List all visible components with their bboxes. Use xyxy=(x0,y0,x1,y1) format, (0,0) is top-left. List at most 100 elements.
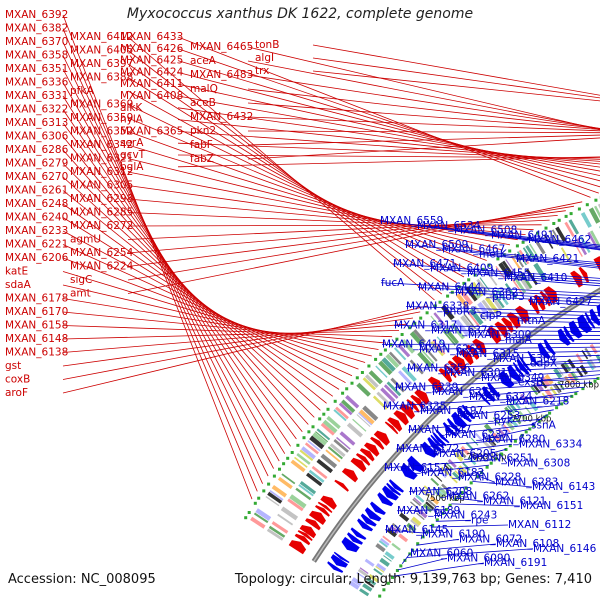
forward-leader-line xyxy=(62,28,258,492)
feature-block xyxy=(421,487,431,496)
feature-block xyxy=(299,481,317,495)
forward-gene-label: coxB xyxy=(5,374,30,386)
feature-block xyxy=(410,501,419,509)
forward-leader-line xyxy=(62,311,386,344)
marker-dot xyxy=(431,523,435,527)
feature-block xyxy=(552,384,561,394)
gene-arrow xyxy=(472,338,487,355)
feature-block xyxy=(483,423,494,434)
reverse-gene-label: metK xyxy=(479,248,508,260)
forward-leader-line xyxy=(177,119,600,165)
forward-gene-label: MXAN_6270 xyxy=(5,171,68,183)
marker-dot xyxy=(296,443,300,447)
reverse-gene-label: MXAN_6151 xyxy=(520,500,583,512)
forward-leader-line xyxy=(127,219,550,240)
feature-block xyxy=(378,360,393,376)
reverse-gene-label: MXAN_6143 xyxy=(532,481,595,493)
marker-dot xyxy=(257,496,261,500)
feature-block xyxy=(315,431,329,443)
forward-leader-line xyxy=(62,203,334,397)
marker-dot xyxy=(448,503,452,507)
feature-block xyxy=(380,387,396,403)
marker-dot xyxy=(596,377,600,380)
marker-dot xyxy=(502,253,506,257)
feature-block xyxy=(364,580,375,588)
forward-gene-label: MXAN_6206 xyxy=(5,252,69,264)
feature-block xyxy=(474,305,487,322)
marker-dot xyxy=(480,471,483,475)
feature-block xyxy=(309,435,325,450)
feature-block xyxy=(468,284,481,300)
forward-gene-label: MXAN_6298 xyxy=(70,193,133,205)
feature-block xyxy=(265,496,280,507)
feature-block xyxy=(579,236,591,253)
reverse-gene-label: MXAN_6208 xyxy=(409,486,472,498)
feature-block xyxy=(359,588,370,597)
feature-block xyxy=(364,558,375,567)
gene-arrow xyxy=(334,479,349,492)
marker-dot xyxy=(473,273,477,277)
feature-block xyxy=(507,405,515,414)
gene-arrow xyxy=(370,436,385,450)
feature-block xyxy=(376,563,387,572)
gene-arrow xyxy=(516,358,530,375)
forward-leader-line xyxy=(62,41,263,484)
feature-block xyxy=(467,456,477,466)
feature-block xyxy=(268,525,286,538)
marker-dot xyxy=(444,508,448,511)
feature-block xyxy=(570,371,578,382)
feature-block xyxy=(289,494,307,509)
feature-block xyxy=(452,471,462,481)
feature-block xyxy=(509,417,519,428)
marker-dot xyxy=(379,352,383,356)
feature-block xyxy=(390,377,406,393)
feature-block xyxy=(294,456,308,468)
feature-block xyxy=(398,370,413,386)
feature-block xyxy=(530,385,539,396)
feature-block xyxy=(358,412,373,426)
feature-block xyxy=(483,441,493,451)
gene-arrow xyxy=(407,455,425,473)
forward-leader-line xyxy=(62,257,359,370)
marker-dot xyxy=(244,516,248,520)
feature-block xyxy=(389,525,400,534)
gene-arrow xyxy=(384,421,399,435)
feature-block xyxy=(362,377,377,391)
forward-leader-line xyxy=(62,14,253,500)
forward-gene-label: algI xyxy=(255,52,274,64)
forward-leader-line xyxy=(62,95,286,454)
reverse-leader-line xyxy=(457,470,484,478)
feature-block xyxy=(269,490,284,501)
gene-arrow xyxy=(596,304,600,317)
forward-leader-line xyxy=(62,55,269,477)
gene-arrow xyxy=(294,533,311,546)
forward-gene-label: MXAN_6352 xyxy=(70,126,133,138)
forward-gene-label: MXAN_6412 xyxy=(70,31,133,43)
marker-dot xyxy=(350,381,354,385)
forward-leader-line xyxy=(127,117,480,267)
feature-block xyxy=(493,417,501,426)
gene-arrow xyxy=(563,326,575,343)
reverse-gene-label: MXAN_6182 xyxy=(421,467,484,479)
feature-block xyxy=(385,353,400,369)
feature-block xyxy=(572,240,583,257)
feature-block xyxy=(415,494,425,503)
feature-block xyxy=(255,508,272,521)
forward-leader-line xyxy=(247,46,600,131)
feature-block xyxy=(368,370,383,385)
feature-block xyxy=(454,470,463,479)
feature-block xyxy=(277,476,293,490)
marker-dot xyxy=(496,257,500,261)
marker-dot xyxy=(374,357,378,361)
forward-leader-line xyxy=(62,230,346,383)
feature-block xyxy=(438,486,448,496)
feature-block xyxy=(375,565,385,573)
feature-block xyxy=(580,212,592,228)
feature-block xyxy=(250,516,266,529)
forward-leader-line xyxy=(247,102,600,130)
marker-dot xyxy=(467,278,471,282)
feature-block xyxy=(479,277,490,291)
gene-arrow xyxy=(568,320,583,339)
reverse-leader-line xyxy=(442,310,600,317)
marker-dot xyxy=(557,218,561,222)
